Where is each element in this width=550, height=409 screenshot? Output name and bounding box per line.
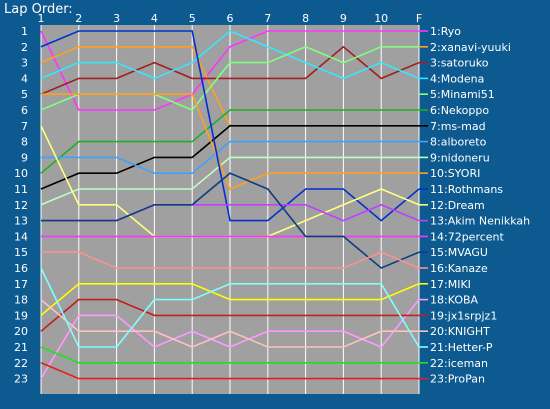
series-line <box>41 251 420 269</box>
driver-label: 10:SYORI <box>430 167 480 180</box>
series-line <box>40 346 419 364</box>
y-tick-label: 22 <box>14 357 28 370</box>
driver-label: 12:Dream <box>430 199 485 212</box>
x-tick-label: 1 <box>38 12 45 25</box>
driver-label: 17:MIKI <box>430 278 471 291</box>
y-tick-label: 8 <box>21 136 28 149</box>
driver-label: 9:nidoneru <box>430 151 490 164</box>
driver-label: 15:MVAGU <box>430 246 488 259</box>
driver-label: 16:Kanaze <box>430 262 488 275</box>
series-line <box>40 30 420 80</box>
series-line <box>40 282 420 317</box>
driver-label: 5:Minami51 <box>430 88 495 101</box>
series-line <box>40 125 419 190</box>
series-line <box>41 172 420 269</box>
x-tick-label: 4 <box>151 12 158 25</box>
driver-label: 6:Nekoppo <box>430 104 489 117</box>
y-tick-label: 2 <box>21 41 28 54</box>
driver-label: 13:Akim Nenikkah <box>430 215 530 228</box>
driver-label: 18:KOBA <box>430 294 479 307</box>
y-tick-label: 12 <box>14 199 28 212</box>
series-line <box>40 298 419 348</box>
y-tick-label: 15 <box>14 246 28 259</box>
series-line <box>41 140 419 174</box>
y-tick-label: 10 <box>14 167 28 180</box>
series-line <box>40 298 419 332</box>
driver-label: 20:KNIGHT <box>430 325 490 338</box>
y-tick-label: 17 <box>14 278 28 291</box>
y-tick-label: 3 <box>21 57 28 70</box>
y-tick-label: 23 <box>14 373 28 386</box>
y-tick-label: 1 <box>21 25 28 38</box>
y-tick-label: 7 <box>21 120 28 133</box>
x-tick-label: F <box>416 12 422 25</box>
series-line <box>40 299 420 380</box>
x-tick-label: 3 <box>113 12 120 25</box>
driver-label: 4:Modena <box>430 72 484 85</box>
y-tick-label: 6 <box>21 104 28 117</box>
y-tick-label: 16 <box>14 262 28 275</box>
chart-title: Lap Order: <box>4 2 73 17</box>
series-line <box>40 156 419 206</box>
driver-label: 2:xanavi-yuuki <box>430 41 511 54</box>
series-line <box>41 93 419 191</box>
x-tick-label: 9 <box>340 12 347 25</box>
series-line <box>40 267 420 348</box>
y-tick-label: 11 <box>14 183 28 196</box>
series-line <box>40 30 419 111</box>
y-tick-label: 20 <box>14 325 28 338</box>
driver-label: 11:Rothmans <box>430 183 503 196</box>
x-tick-label: 6 <box>227 12 234 25</box>
driver-label: 22:iceman <box>430 357 488 370</box>
driver-label: 7:ms-mad <box>430 120 486 133</box>
y-tick-label: 5 <box>21 88 28 101</box>
x-axis-ticks: 1 2 3 4 5 6 7 8 9 10 F <box>38 12 423 25</box>
y-tick-label: 21 <box>14 341 28 354</box>
series-line <box>40 109 419 174</box>
series-line <box>40 362 419 380</box>
x-tick-label: 8 <box>302 12 309 25</box>
y-tick-label: 13 <box>14 215 28 228</box>
driver-label: 3:satoruko <box>430 57 489 70</box>
series-lines <box>40 30 420 380</box>
y-tick-label: 18 <box>14 294 28 307</box>
grid-lines <box>40 25 420 394</box>
x-tick-label: 2 <box>75 12 82 25</box>
driver-label: 23:ProPan <box>430 373 485 386</box>
driver-label: 21:Hetter-P <box>430 341 493 354</box>
x-tick-label: 5 <box>189 12 196 25</box>
driver-label: 1:Ryo <box>430 25 461 38</box>
driver-label: 14:72percent <box>430 230 505 243</box>
driver-label: 8:alboreto <box>430 136 487 149</box>
x-tick-label: 10 <box>374 12 388 25</box>
y-tick-label: 19 <box>14 309 28 322</box>
y-tick-label: 9 <box>21 151 28 164</box>
driver-label: 19:jx1srpjz1 <box>430 309 497 322</box>
driver-labels: 1:Ryo 2:xanavi-yuuki 3:satoruko 4:Modena 5:M… <box>419 25 530 386</box>
y-tick-label: 4 <box>21 72 28 85</box>
y-tick-label: 14 <box>14 230 28 243</box>
x-tick-label: 7 <box>264 12 271 25</box>
